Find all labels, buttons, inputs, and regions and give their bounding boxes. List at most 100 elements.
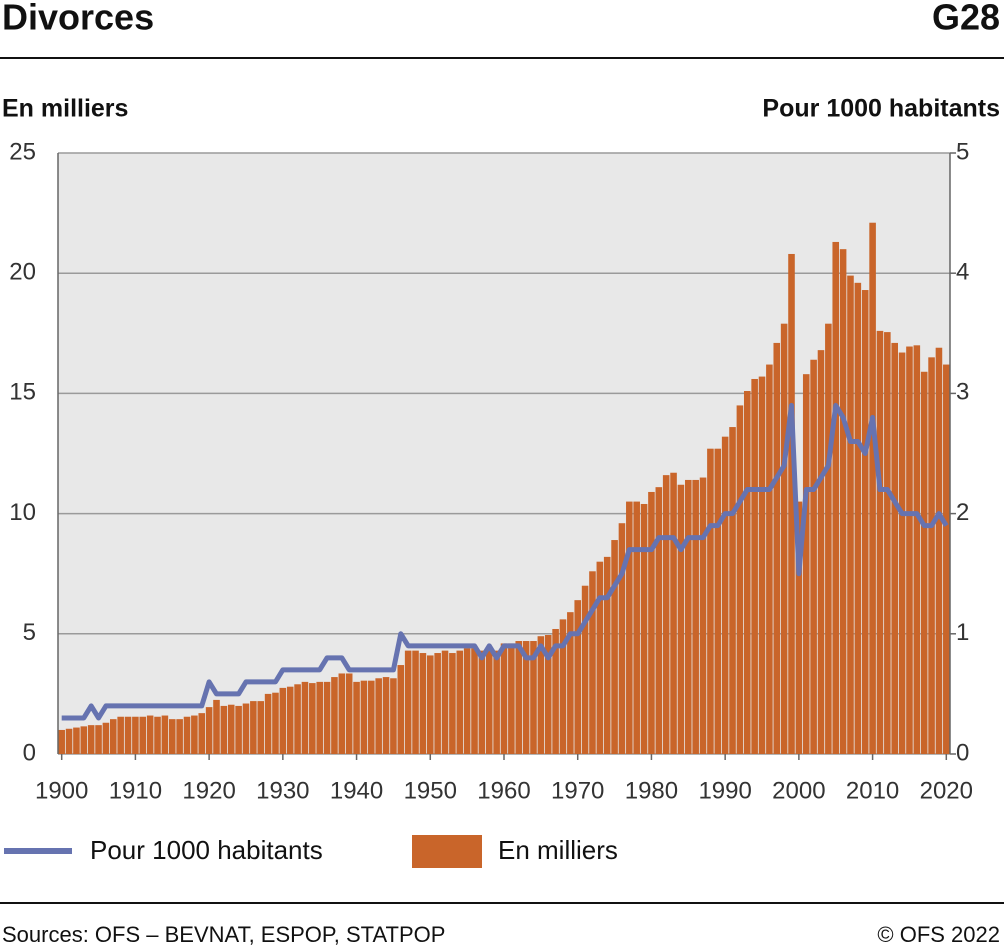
bar [692, 479, 699, 754]
bar [257, 701, 265, 754]
bar [198, 713, 206, 754]
bar [272, 692, 279, 754]
bar [508, 643, 515, 754]
bar [154, 716, 161, 754]
bar [611, 540, 618, 754]
bar [434, 653, 441, 754]
y2-tick-label: 4 [956, 259, 969, 286]
bar [662, 475, 670, 754]
bar [920, 371, 928, 754]
bar [714, 448, 722, 754]
bar [522, 641, 530, 754]
bar [250, 701, 257, 754]
bar [810, 359, 817, 754]
bar [65, 728, 73, 754]
x-tick-label: 1940 [330, 777, 383, 804]
x-tick-label: 1990 [698, 777, 751, 804]
bar [802, 374, 810, 754]
x-tick-label: 2020 [920, 777, 973, 804]
bar [795, 501, 803, 754]
bar [353, 681, 360, 754]
line [61, 402, 949, 721]
bar [736, 405, 744, 754]
bar [124, 716, 132, 754]
bar [847, 275, 854, 754]
chart-code: G28 [932, 0, 1000, 38]
bar [655, 487, 663, 754]
chart-title: Divorces [2, 0, 154, 38]
bar [264, 693, 272, 754]
bar [485, 647, 493, 754]
bar [707, 448, 714, 754]
bar [530, 641, 537, 754]
bar [913, 345, 921, 754]
y2-tick-label: 2 [956, 499, 969, 526]
bar [168, 719, 176, 754]
bar [699, 477, 707, 754]
source: Sources: OFS – BEVNAT, ESPOP, STATPOP [2, 922, 445, 947]
bar [898, 352, 906, 754]
bar [854, 282, 862, 754]
bar [117, 716, 124, 754]
bar [397, 665, 405, 754]
y-tick-label: 20 [9, 259, 36, 286]
bar [456, 650, 464, 754]
bar [670, 472, 677, 754]
bar [404, 650, 412, 754]
x-tick-label: 2000 [772, 777, 825, 804]
bar [191, 715, 198, 754]
bar [876, 330, 884, 754]
bar [906, 346, 913, 754]
bar [788, 253, 795, 754]
bar [426, 655, 434, 754]
bar [552, 628, 559, 754]
bar [500, 643, 508, 754]
bar [412, 650, 419, 754]
bar [146, 715, 154, 754]
bar [390, 678, 397, 754]
y2-tick-label: 0 [956, 739, 969, 766]
bar [360, 680, 368, 754]
bar [80, 726, 88, 754]
y2-axis-title: Pour 1000 habitants [762, 95, 1000, 123]
bar [766, 364, 773, 754]
bar [58, 729, 65, 754]
bar [73, 727, 80, 754]
bar [832, 241, 840, 754]
bar [884, 332, 891, 754]
bar [227, 704, 235, 754]
x-tick-label: 1960 [477, 777, 530, 804]
y-tick-label: 0 [23, 739, 36, 766]
bar [286, 686, 294, 754]
bar [235, 705, 242, 754]
bar [316, 681, 323, 754]
bar [685, 479, 692, 754]
y2-tick-label: 3 [956, 379, 969, 406]
axes: 0 5 10 15 20 25 0 1 2 3 4 5 1900 1910 1920 1930 1940 1950… [9, 138, 973, 804]
y2-tick-label: 5 [956, 138, 969, 165]
bar [839, 249, 847, 754]
y2-tick-label: 1 [956, 619, 969, 646]
bar [780, 323, 788, 754]
bar [87, 725, 95, 754]
bar [176, 719, 183, 754]
bar [943, 364, 950, 754]
y-tick-label: 10 [9, 499, 36, 526]
bar [729, 427, 736, 754]
bar [139, 716, 147, 754]
bar [743, 390, 751, 754]
x-tick-label: 1950 [404, 777, 457, 804]
bar [132, 716, 139, 754]
legend-label: En milliers [498, 835, 618, 865]
bar [758, 376, 766, 754]
bar [928, 357, 935, 754]
bar [515, 641, 523, 754]
bar [596, 561, 604, 754]
bar [375, 678, 382, 754]
x-tick-label: 1920 [182, 777, 235, 804]
bar [567, 612, 574, 754]
x-tick-label: 2010 [846, 777, 899, 804]
x-tick-label: 1930 [256, 777, 309, 804]
y-tick-label: 25 [9, 138, 36, 165]
